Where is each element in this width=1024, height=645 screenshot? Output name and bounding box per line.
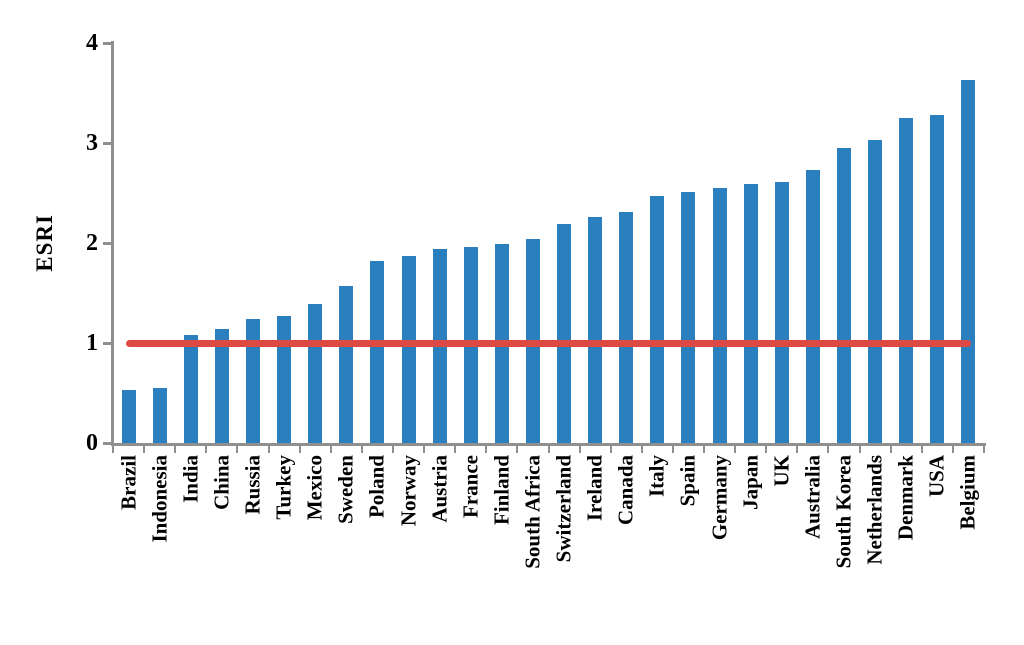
x-tick-mark [734, 445, 737, 453]
x-tick-mark [640, 445, 643, 453]
bar-mexico [308, 304, 323, 443]
x-category-label: Mexico [302, 455, 327, 521]
x-category-label: South Korea [831, 455, 856, 569]
x-category-label: India [178, 455, 203, 503]
x-category-label: China [209, 455, 234, 510]
x-category-label: South Africa [520, 455, 545, 569]
x-category-label: Canada [613, 455, 638, 526]
y-tick-mark [103, 42, 111, 45]
x-category-label: Poland [364, 455, 389, 519]
x-category-label: Italy [644, 455, 669, 497]
bar-uk [774, 182, 789, 443]
x-tick-mark [951, 445, 954, 453]
x-tick-mark [578, 445, 581, 453]
bar-canada [619, 212, 634, 443]
y-axis-title-wrap: ESRI [28, 43, 62, 443]
x-category-label: Russia [240, 455, 265, 515]
bar-japan [743, 184, 758, 443]
x-tick-mark [765, 445, 768, 453]
reference-line [125, 339, 972, 347]
bar-turkey [277, 316, 292, 443]
y-tick-mark [103, 142, 111, 145]
bar-denmark [899, 118, 914, 443]
y-tick-label: 0 [86, 430, 98, 456]
x-category-label: UK [769, 455, 794, 487]
bar-brazil [121, 390, 136, 443]
x-category-label: France [458, 455, 483, 518]
x-tick-mark [920, 445, 923, 453]
bar-italy [650, 196, 665, 443]
x-tick-mark [298, 445, 301, 453]
y-tick-label: 4 [86, 30, 98, 56]
x-category-label: USA [924, 455, 949, 498]
x-tick-mark [112, 445, 114, 453]
x-tick-mark [267, 445, 270, 453]
x-tick-mark [703, 445, 706, 453]
x-tick-mark [391, 445, 394, 453]
x-tick-mark [827, 445, 830, 453]
x-category-label: Norway [395, 455, 420, 527]
bar-netherlands [868, 140, 883, 443]
x-tick-mark [889, 445, 892, 453]
bar-ireland [588, 217, 603, 443]
x-tick-mark [516, 445, 519, 453]
x-category-label: Ireland [582, 455, 607, 522]
x-category-label: Australia [800, 455, 825, 539]
x-tick-mark [454, 445, 457, 453]
y-tick-mark [103, 242, 111, 245]
x-category-label: Spain [675, 455, 700, 507]
x-tick-mark [671, 445, 674, 453]
y-axis-title: ESRI [32, 214, 57, 272]
x-tick-mark [485, 445, 488, 453]
bar-india [183, 335, 198, 443]
y-tick-label: 3 [86, 130, 98, 156]
y-tick-mark [103, 342, 111, 345]
x-tick-mark [609, 445, 612, 453]
x-category-label: Netherlands [862, 455, 887, 565]
bar-sweden [339, 286, 354, 443]
y-tick-label: 1 [86, 330, 98, 356]
x-tick-mark [423, 445, 426, 453]
x-category-label: Switzerland [551, 455, 576, 563]
bar-china [214, 329, 229, 443]
x-category-label: Brazil [116, 455, 140, 510]
bar-germany [712, 188, 727, 443]
bar-switzerland [557, 224, 572, 443]
bar-spain [681, 192, 696, 443]
bar-usa [930, 115, 945, 443]
x-category-label: Japan [738, 455, 763, 510]
x-axis [111, 443, 986, 446]
x-category-label: Austria [427, 455, 452, 523]
y-tick-mark [103, 442, 111, 445]
x-tick-mark [236, 445, 239, 453]
x-tick-mark [858, 445, 861, 453]
x-category-label: Belgium [955, 455, 980, 530]
x-tick-mark [205, 445, 208, 453]
x-tick-mark [983, 445, 985, 453]
x-tick-mark [143, 445, 146, 453]
bar-indonesia [152, 388, 167, 443]
x-category-label: Denmark [893, 455, 918, 541]
x-tick-mark [547, 445, 550, 453]
x-tick-mark [174, 445, 177, 453]
y-tick-label: 2 [86, 230, 98, 256]
y-axis [111, 41, 114, 445]
x-category-label: Sweden [333, 455, 358, 524]
bar-norway [401, 256, 416, 443]
x-category-label: Indonesia [147, 455, 172, 543]
x-tick-mark [329, 445, 332, 453]
x-tick-mark [796, 445, 799, 453]
bar-russia [245, 319, 260, 443]
x-category-label: Turkey [271, 455, 296, 520]
bar-belgium [961, 80, 976, 443]
x-category-label: Germany [707, 455, 732, 541]
x-tick-mark [360, 445, 363, 453]
bar-poland [370, 261, 385, 443]
bar-south-korea [837, 148, 852, 443]
x-category-label: Finland [489, 455, 514, 526]
bar-australia [805, 170, 820, 443]
